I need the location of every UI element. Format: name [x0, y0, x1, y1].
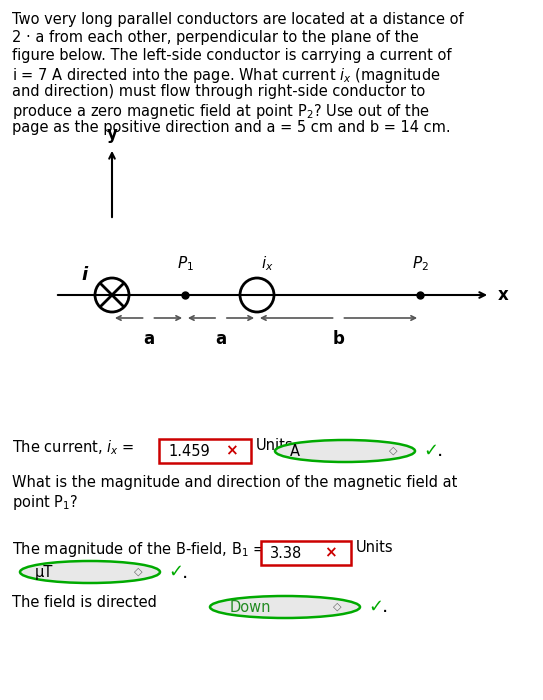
FancyBboxPatch shape [159, 439, 251, 463]
Text: figure below. The left-side conductor is carrying a current of: figure below. The left-side conductor is… [12, 48, 451, 63]
Text: The field is directed: The field is directed [12, 595, 157, 610]
Text: The magnitude of the B-field, B$_1$ =: The magnitude of the B-field, B$_1$ = [12, 540, 267, 559]
Text: Units: Units [356, 540, 394, 555]
Text: y: y [106, 125, 117, 143]
FancyBboxPatch shape [261, 541, 351, 565]
Text: a: a [143, 330, 154, 348]
Text: and direction) must flow through right-side conductor to: and direction) must flow through right-s… [12, 84, 425, 99]
Text: ×: × [225, 444, 238, 458]
Text: point P$_1$?: point P$_1$? [12, 493, 79, 512]
Text: page as the positive direction and a = 5 cm and b = 14 cm.: page as the positive direction and a = 5… [12, 120, 451, 135]
Text: ◇: ◇ [389, 446, 397, 456]
Text: The current, $i_x$ =: The current, $i_x$ = [12, 438, 136, 456]
Text: $P_2$: $P_2$ [412, 254, 428, 273]
Text: .: . [437, 442, 443, 461]
Text: Units: Units [256, 438, 294, 453]
Text: produce a zero magnetic field at point P$_2$? Use out of the: produce a zero magnetic field at point P… [12, 102, 430, 121]
Text: 2 · a from each other, perpendicular to the plane of the: 2 · a from each other, perpendicular to … [12, 30, 419, 45]
Text: ✓: ✓ [368, 598, 383, 616]
Text: b: b [332, 330, 344, 348]
Text: ✓: ✓ [423, 442, 438, 460]
Text: .: . [382, 598, 388, 617]
Text: Down: Down [230, 599, 272, 615]
Ellipse shape [210, 596, 360, 618]
Text: Two very long parallel conductors are located at a distance of: Two very long parallel conductors are lo… [12, 12, 464, 27]
Ellipse shape [275, 440, 415, 462]
Text: $P_1$: $P_1$ [176, 254, 193, 273]
Text: a: a [216, 330, 226, 348]
Text: .: . [182, 563, 188, 582]
Ellipse shape [20, 561, 160, 583]
Text: i = 7 A directed into the page. What current $i_x$ (magnitude: i = 7 A directed into the page. What cur… [12, 66, 441, 85]
Text: ×: × [324, 545, 337, 561]
Text: 3.38: 3.38 [270, 545, 302, 561]
Text: μT: μT [35, 564, 53, 580]
Text: x: x [498, 286, 509, 304]
Text: ◇: ◇ [333, 602, 341, 612]
Text: What is the magnitude and direction of the magnetic field at: What is the magnitude and direction of t… [12, 475, 457, 490]
Text: ✓: ✓ [168, 563, 183, 581]
Text: $i_x$: $i_x$ [261, 254, 274, 273]
Text: 1.459: 1.459 [168, 444, 210, 458]
Text: A: A [290, 444, 300, 458]
Text: i: i [81, 266, 87, 284]
Text: ◇: ◇ [134, 567, 142, 577]
